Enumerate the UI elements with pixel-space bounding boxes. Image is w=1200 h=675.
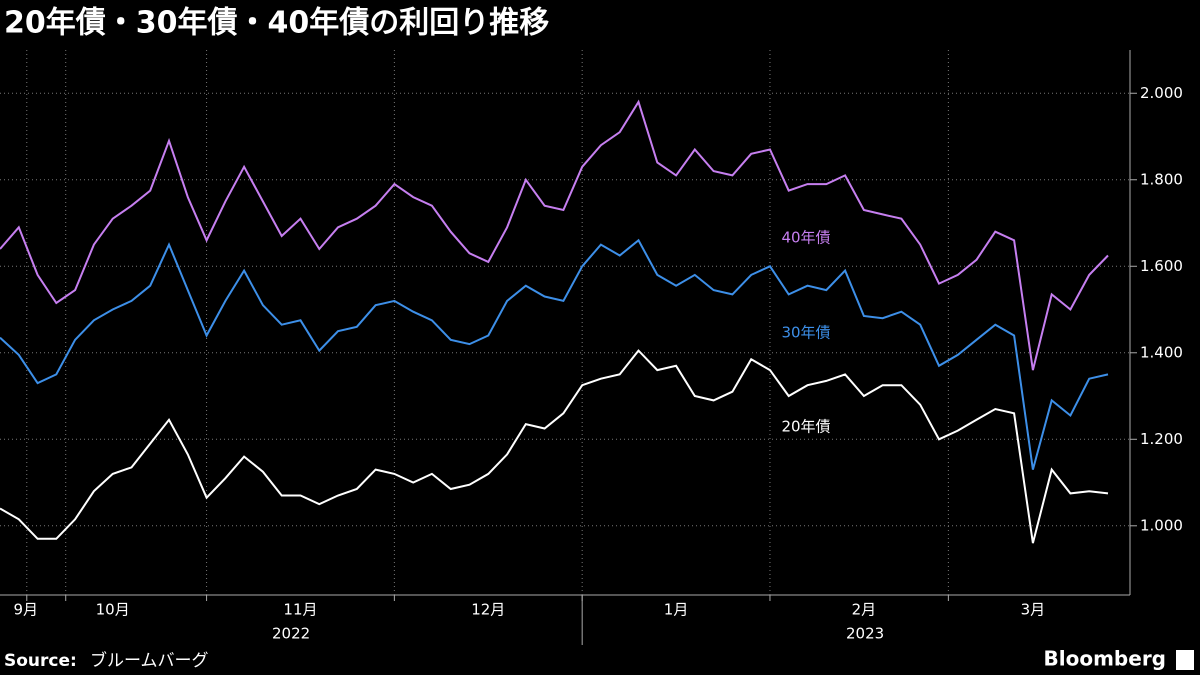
x-tick-label: 2月 xyxy=(852,601,877,619)
chart-title: 20年債・30年債・40年債の利回り推移 xyxy=(4,6,549,41)
source: ブルームバーグ xyxy=(90,650,209,671)
year-label: 2022 xyxy=(272,625,310,643)
source-label: Source: xyxy=(4,651,77,671)
series-line xyxy=(0,99,1109,371)
y-tick-label: 1.800 xyxy=(1140,170,1183,188)
x-tick-label: 10月 xyxy=(96,601,130,619)
x-tick-label: 9月 xyxy=(14,601,39,619)
legend-label: 30年債 xyxy=(781,324,830,342)
year-label: 2023 xyxy=(846,625,884,643)
legend-label: 20年債 xyxy=(781,418,830,436)
y-tick-label: 1.200 xyxy=(1140,430,1183,448)
y-tick-label: 1.600 xyxy=(1140,257,1183,275)
y-tick-label: 2.000 xyxy=(1140,84,1183,102)
legend-label: 40年債 xyxy=(781,229,830,247)
x-tick-label: 12月 xyxy=(471,601,505,619)
x-tick-label: 3月 xyxy=(1021,601,1046,619)
x-tick-label: 1月 xyxy=(664,601,689,619)
series-line xyxy=(0,349,1109,544)
y-tick-label: 1.400 xyxy=(1140,343,1183,361)
logo: Bloomberg xyxy=(1044,647,1166,671)
y-tick-label: 1.000 xyxy=(1140,516,1183,534)
logo-icon xyxy=(1176,650,1194,670)
series-line xyxy=(0,238,1109,470)
x-tick-label: 11月 xyxy=(283,601,317,619)
